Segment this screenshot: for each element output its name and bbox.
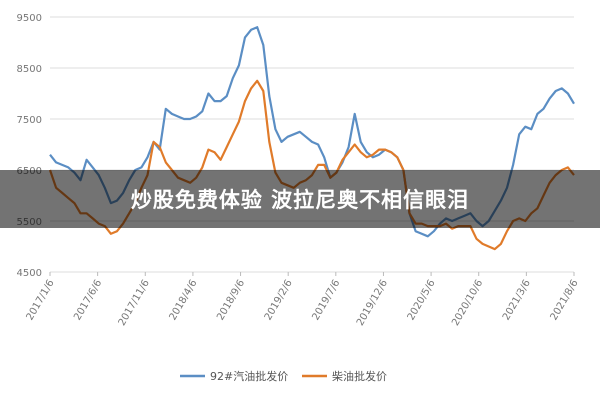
x-tick-label: 2020/5/6: [406, 278, 438, 322]
grid-lines: [50, 16, 574, 273]
x-axis-ticks: 2017/1/6 2017/6/6 2017/11/6 2018/4/6 2018/9/…: [25, 272, 581, 328]
x-tick-label: 2018/9/6: [215, 278, 247, 322]
y-tick-label: 4500: [17, 268, 42, 279]
legend-label: 92#汽油批发价: [210, 369, 288, 383]
legend-label: 柴油批发价: [332, 369, 387, 383]
x-tick-label: 2019/7/6: [310, 278, 342, 322]
y-axis-ticks: 450055006500750085009500: [17, 13, 42, 279]
x-tick-label: 2021/3/6: [501, 278, 533, 322]
x-tick-label: 2020/10/6: [450, 278, 485, 328]
x-tick-label: 2021/8/6: [549, 278, 581, 322]
y-tick-label: 7500: [17, 115, 42, 126]
x-tick-label: 2017/6/6: [72, 278, 104, 322]
legend: 92#汽油批发价 柴油批发价: [180, 369, 387, 383]
x-tick-label: 2017/1/6: [25, 278, 57, 322]
y-tick-label: 8500: [17, 64, 42, 75]
x-tick-label: 2018/4/6: [168, 278, 200, 322]
x-tick-label: 2019/2/6: [263, 278, 295, 322]
x-tick-label: 2017/11/6: [117, 278, 152, 328]
watermark-banner: 炒股免费体验 波拉尼奥不相信眼泪: [0, 170, 600, 228]
watermark-text: 炒股免费体验 波拉尼奥不相信眼泪: [130, 188, 470, 212]
y-tick-label: 9500: [17, 13, 42, 24]
x-tick-label: 2019/12/6: [355, 278, 390, 328]
